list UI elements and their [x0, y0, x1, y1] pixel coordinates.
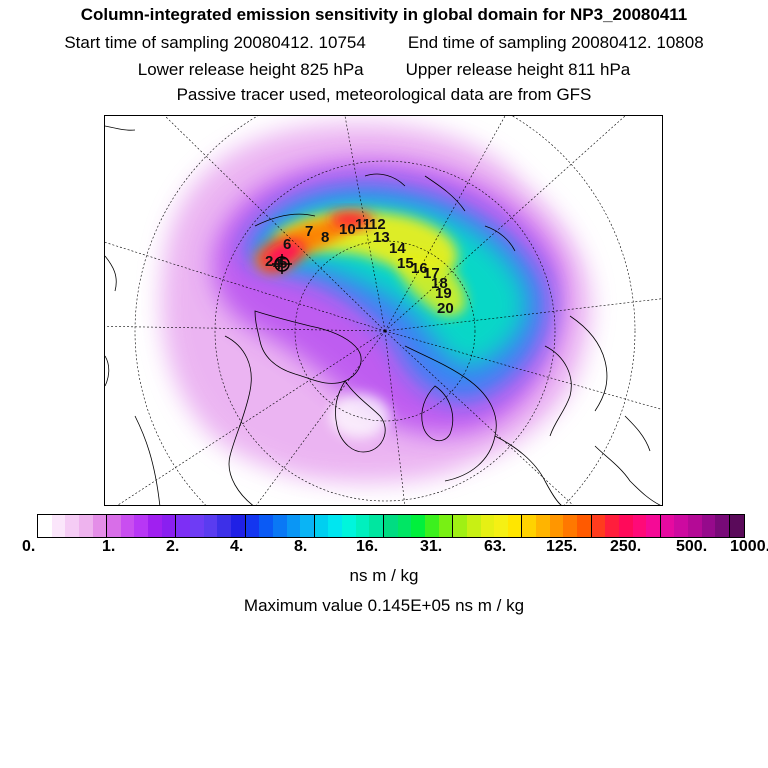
track-label-11: 11 — [355, 216, 371, 233]
colorbar-swatch — [92, 515, 108, 537]
colorbar-swatch — [646, 515, 661, 537]
colorbar-tick-label: 63. — [484, 538, 507, 555]
map-canvas: 2 4 5 6 7 8 10 11 12 13 14 15 16 17 18 1… — [105, 116, 662, 505]
track-label-2: 2 — [265, 253, 273, 270]
colorbar-swatch — [245, 515, 260, 537]
colorbar-swatch — [536, 515, 550, 537]
colorbar-swatch — [507, 515, 523, 537]
colorbar-swatch — [701, 515, 716, 537]
track-label-7: 7 — [305, 223, 313, 240]
colorbar-swatch — [730, 515, 744, 537]
track-label-5: 5 — [279, 255, 287, 272]
track-label-6: 6 — [283, 236, 291, 253]
tracer-note: Passive tracer used, meteorological data… — [176, 85, 592, 104]
colorbar-swatch — [120, 515, 135, 537]
track-label-12: 12 — [369, 216, 386, 233]
track-label-10: 10 — [339, 221, 356, 238]
colorbar-swatch — [328, 515, 343, 537]
colorbar-swatch — [453, 515, 467, 537]
colorbar-swatch — [660, 515, 675, 537]
colorbar-tick-label: 0. — [22, 538, 36, 555]
colorbar-swatch — [230, 515, 246, 537]
colorbar-swatch — [438, 515, 454, 537]
colorbar-swatch — [397, 515, 412, 537]
colorbar-tick-label: 1000. — [730, 538, 768, 555]
colorbar-swatch — [217, 515, 231, 537]
colorbar-tick-label: 16. — [356, 538, 379, 555]
colorbar-swatch — [342, 515, 356, 537]
colorbar-tick-label: 8. — [294, 538, 308, 555]
colorbar-tick-label: 31. — [420, 538, 443, 555]
colorbar-swatch — [107, 515, 121, 537]
track-label-20: 20 — [437, 300, 454, 317]
track-label-4: 4 — [273, 256, 282, 273]
colorbar-swatch — [259, 515, 273, 537]
colorbar-swatch — [480, 515, 495, 537]
sensitivity-field — [161, 123, 592, 483]
colorbar-swatch — [38, 515, 52, 537]
colorbar-swatch — [78, 515, 93, 537]
colorbar-swatch — [715, 515, 731, 537]
colorbar-swatch — [161, 515, 177, 537]
release-point-marker — [272, 254, 292, 274]
colorbar-unit: ns m / kg — [349, 566, 419, 585]
colorbar-swatch — [576, 515, 592, 537]
colorbar-swatch — [549, 515, 564, 537]
colorbar-swatch — [176, 515, 191, 537]
colorbar-swatch — [384, 515, 398, 537]
colorbar-swatch — [286, 515, 301, 537]
colorbar-swatch — [51, 515, 66, 537]
lower-release-height: Lower release height 825 hPa — [137, 60, 364, 79]
colorbar-tick-label: 250. — [610, 538, 642, 555]
colorbar-swatch — [369, 515, 385, 537]
track-labels: 2 4 5 6 7 8 10 11 12 13 14 15 16 17 18 1… — [265, 216, 454, 317]
coastlines — [105, 125, 661, 505]
colorbar-tick-label: 500. — [676, 538, 708, 555]
upper-release-height: Upper release height 811 hPa — [405, 60, 631, 79]
colorbar — [37, 514, 745, 538]
sensitivity-map: 2 4 5 6 7 8 10 11 12 13 14 15 16 17 18 1… — [104, 115, 663, 506]
colorbar-swatch — [272, 515, 287, 537]
colorbar-swatch — [688, 515, 702, 537]
colorbar-swatch — [605, 515, 619, 537]
release-heights: Lower release height 825 hPa Upper releas… — [0, 60, 768, 80]
colorbar-swatch — [618, 515, 633, 537]
track-label-13: 13 — [373, 229, 390, 246]
track-label-19: 19 — [435, 285, 452, 302]
colorbar-swatch — [424, 515, 439, 537]
track-label-14: 14 — [389, 240, 406, 257]
colorbar-tick-label: 1. — [102, 538, 116, 555]
start-time: Start time of sampling 20080412. 10754 — [64, 33, 366, 52]
track-label-16: 16 — [411, 260, 428, 277]
colorbar-swatch — [591, 515, 606, 537]
colorbar-tick-label: 2. — [166, 538, 180, 555]
colorbar-swatch — [190, 515, 204, 537]
track-label-8: 8 — [321, 229, 329, 246]
track-label-17: 17 — [423, 265, 440, 282]
colorbar-swatch — [300, 515, 315, 537]
colorbar-swatch — [411, 515, 425, 537]
end-time: End time of sampling 20080412. 10808 — [407, 33, 704, 52]
graticule — [105, 116, 662, 505]
sampling-times: Start time of sampling 20080412. 10754 En… — [0, 33, 768, 53]
maximum-value: Maximum value 0.145E+05 ns m / kg — [243, 596, 525, 615]
track-label-18: 18 — [431, 275, 448, 292]
track-label-15: 15 — [397, 255, 414, 272]
colorbar-swatch — [494, 515, 508, 537]
chart-title: Column-integrated emission sensitivity i… — [80, 5, 688, 24]
colorbar-swatch — [314, 515, 329, 537]
colorbar-swatch — [65, 515, 79, 537]
colorbar-swatch — [522, 515, 537, 537]
colorbar-swatch — [148, 515, 162, 537]
colorbar-swatch — [203, 515, 218, 537]
colorbar-swatch — [466, 515, 481, 537]
colorbar-swatch — [632, 515, 647, 537]
colorbar-swatch — [355, 515, 370, 537]
colorbar-tick-label: 4. — [230, 538, 244, 555]
colorbar-swatch — [674, 515, 689, 537]
colorbar-tick-label: 125. — [546, 538, 578, 555]
colorbar-swatch — [134, 515, 149, 537]
colorbar-swatch — [563, 515, 577, 537]
